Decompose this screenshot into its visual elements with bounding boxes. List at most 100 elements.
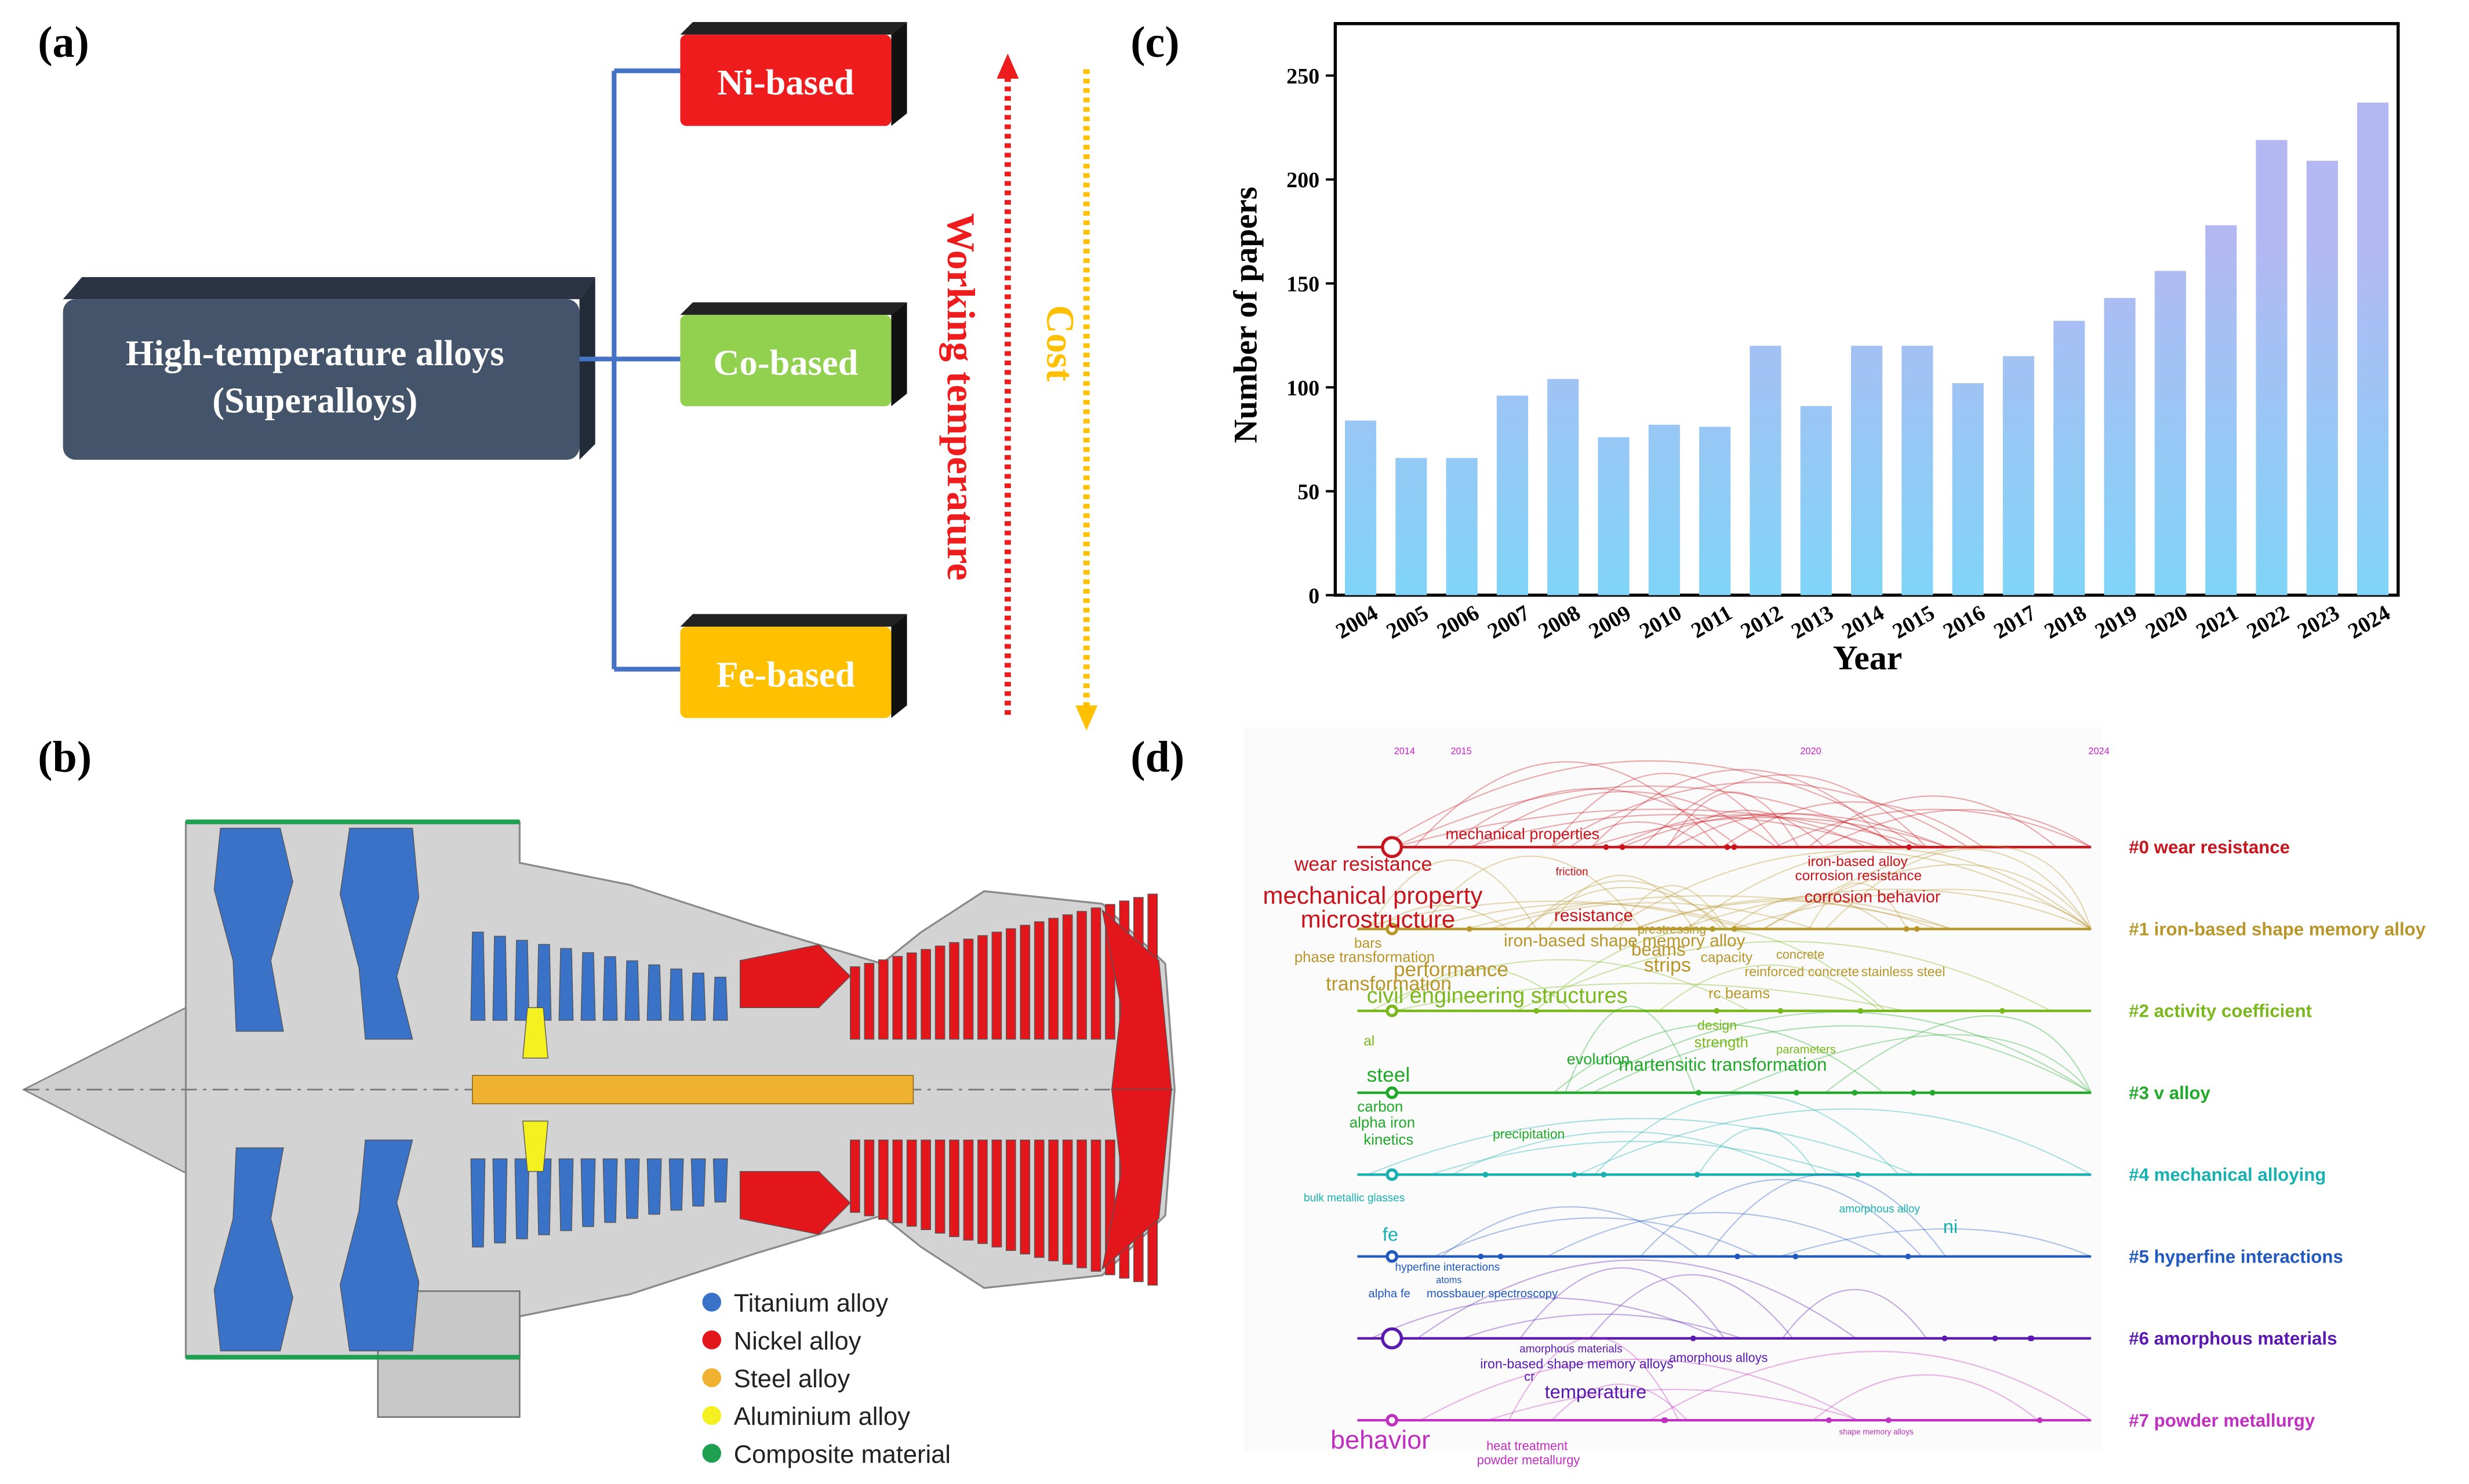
citation-arc — [1641, 774, 1927, 848]
compressor-blade — [536, 944, 552, 1021]
citation-arc — [1434, 1217, 1758, 1257]
bar — [1850, 345, 1883, 595]
citation-arc — [1367, 1118, 1916, 1176]
node — [1603, 844, 1609, 850]
citation-arc — [1589, 1274, 1794, 1339]
compressor-blade — [690, 972, 706, 1021]
node — [1735, 1253, 1740, 1260]
node — [1914, 926, 1920, 932]
keyword: steel — [1367, 1064, 1410, 1086]
node — [1533, 1007, 1540, 1014]
keyword: ni — [1943, 1216, 1958, 1237]
bar — [1901, 345, 1933, 595]
branch-label: Fe-based — [717, 654, 856, 694]
turbine-blade — [1077, 1139, 1087, 1268]
legend-swatch — [702, 1330, 722, 1350]
cluster-label: #3 v alloy — [2129, 1083, 2210, 1103]
bar — [2053, 321, 2085, 595]
citation-arc — [1730, 895, 1890, 930]
keyword: kinetics — [1363, 1132, 1413, 1148]
citation-arc — [1394, 983, 1905, 1012]
bar — [1598, 437, 1630, 595]
y-axis-label: Number of papers — [1228, 187, 1264, 443]
panel-label: (d) — [1130, 733, 1184, 781]
y-tick-label: 250 — [1286, 64, 1319, 89]
cluster-label: #6 amorphous materials — [2129, 1329, 2337, 1349]
keyword: alpha fe — [1368, 1287, 1410, 1300]
node — [1381, 1327, 1403, 1350]
node — [1710, 926, 1715, 932]
keyword: rc beams — [1708, 985, 1770, 1002]
citation-arc — [1665, 809, 1825, 848]
box-depth — [680, 22, 907, 35]
x-tick-label: 2012 — [1737, 601, 1787, 643]
citation-arc — [1472, 791, 1777, 848]
node — [1903, 926, 1910, 932]
keyword: parameters — [1776, 1043, 1836, 1056]
bar — [1547, 379, 1579, 595]
node — [1619, 844, 1626, 850]
keyword: civil engineering structures — [1367, 984, 1628, 1008]
keyword: mechanical properties — [1445, 825, 1599, 843]
keyword: resistance — [1554, 906, 1633, 925]
cluster-label: #7 powder metallurgy — [2129, 1410, 2315, 1431]
node — [1386, 1414, 1398, 1427]
panel-label: (b) — [38, 733, 92, 781]
keyword: behavior — [1330, 1425, 1430, 1454]
keyword: prestressing — [1638, 922, 1706, 937]
citation-arc — [1565, 1006, 1696, 1093]
keyword: powder metallurgy — [1477, 1453, 1580, 1467]
turbine-blade — [864, 963, 875, 1040]
citation-arc — [1588, 817, 1949, 848]
keyword: microstructure — [1301, 905, 1456, 933]
legend-swatch — [702, 1406, 722, 1425]
keyword: transformation — [1326, 973, 1452, 995]
node — [1690, 1335, 1696, 1341]
node — [1714, 1007, 1720, 1014]
legend-label: Titanium alloy — [734, 1290, 889, 1318]
keyword: hyperfine interactions — [1395, 1261, 1500, 1274]
box-depth — [891, 614, 907, 718]
node — [1386, 1250, 1398, 1263]
compressor-blade — [536, 1158, 552, 1235]
citation-arc — [1525, 880, 1723, 930]
citation-arc — [1591, 769, 1894, 848]
x-tick-label: 2013 — [1787, 601, 1838, 643]
strut — [522, 1007, 548, 1059]
citation-arc — [1619, 885, 1726, 930]
root-label: High-temperature alloys — [126, 333, 504, 373]
node — [1905, 1253, 1911, 1260]
keyword: corrosion behavior — [1805, 888, 1941, 906]
x-tick-label: 2018 — [2041, 601, 2091, 643]
citation-arc — [1775, 809, 2092, 848]
citation-arc — [1706, 1174, 1947, 1257]
x-tick-label: 2023 — [2293, 601, 2344, 643]
x-tick-label: 2021 — [2192, 601, 2242, 643]
citation-arc — [1553, 1023, 1884, 1093]
node — [1478, 1253, 1484, 1260]
turbine-blade — [963, 1139, 974, 1241]
keyword: concrete — [1776, 947, 1824, 962]
root-box — [63, 299, 580, 460]
node — [1386, 1168, 1398, 1181]
citation-arc — [1488, 1388, 1859, 1421]
citation-arc — [1468, 814, 1881, 848]
keyword: amorphous materials — [1519, 1343, 1622, 1355]
keyword: carbon — [1357, 1099, 1403, 1115]
fan-blade — [340, 1139, 420, 1352]
bar — [1344, 420, 1377, 595]
keyword: bars — [1354, 936, 1382, 951]
turbine-blade — [949, 1139, 959, 1237]
bar — [1952, 383, 1984, 595]
turbine-blade — [906, 952, 917, 1040]
node — [1381, 836, 1403, 859]
x-axis-label: Year — [1833, 638, 1902, 676]
citation-arc — [1681, 889, 2092, 930]
x-tick-label: 2004 — [1332, 601, 1382, 643]
citation-arc — [1659, 964, 1881, 1012]
citation-arc — [1732, 889, 2092, 930]
keyword: al — [1363, 1034, 1375, 1049]
x-tick-label: 2017 — [1990, 601, 2040, 643]
node — [1792, 1253, 1799, 1260]
citation-arc — [1426, 903, 1754, 930]
